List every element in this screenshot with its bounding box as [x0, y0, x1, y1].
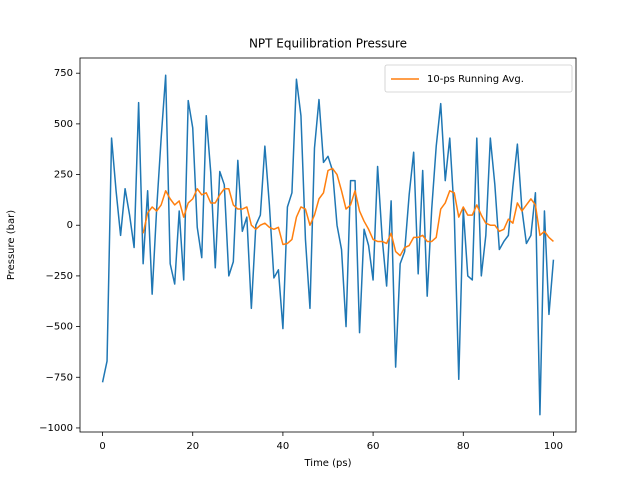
y-axis-label: Pressure (bar)	[6, 210, 17, 280]
data-line	[142, 167, 554, 257]
x-tick-label: 40	[277, 441, 290, 452]
legend-box	[384, 64, 573, 93]
x-tick-label: 80	[457, 441, 470, 452]
x-tick-label: 0	[99, 441, 105, 452]
x-tick-label: 60	[367, 441, 380, 452]
y-tick-label: −1000	[39, 423, 73, 434]
x-axis-label: Time (ps)	[303, 458, 351, 469]
chart-title: NPT Equilibration Pressure	[249, 37, 407, 51]
y-tick-label: −250	[46, 271, 73, 282]
x-tick-label: 100	[544, 441, 563, 452]
y-tick-label: 750	[54, 68, 73, 79]
data-line	[101, 74, 555, 416]
legend-label: 10-ps Running Avg.	[427, 74, 524, 85]
x-tick-label: 20	[186, 441, 199, 452]
y-tick-label: 250	[54, 170, 73, 181]
y-tick-label: −500	[46, 322, 73, 333]
y-tick-label: 500	[54, 119, 73, 130]
y-tick-label: 0	[67, 220, 73, 231]
y-tick-label: −750	[46, 372, 73, 383]
axes-frame	[79, 57, 577, 433]
